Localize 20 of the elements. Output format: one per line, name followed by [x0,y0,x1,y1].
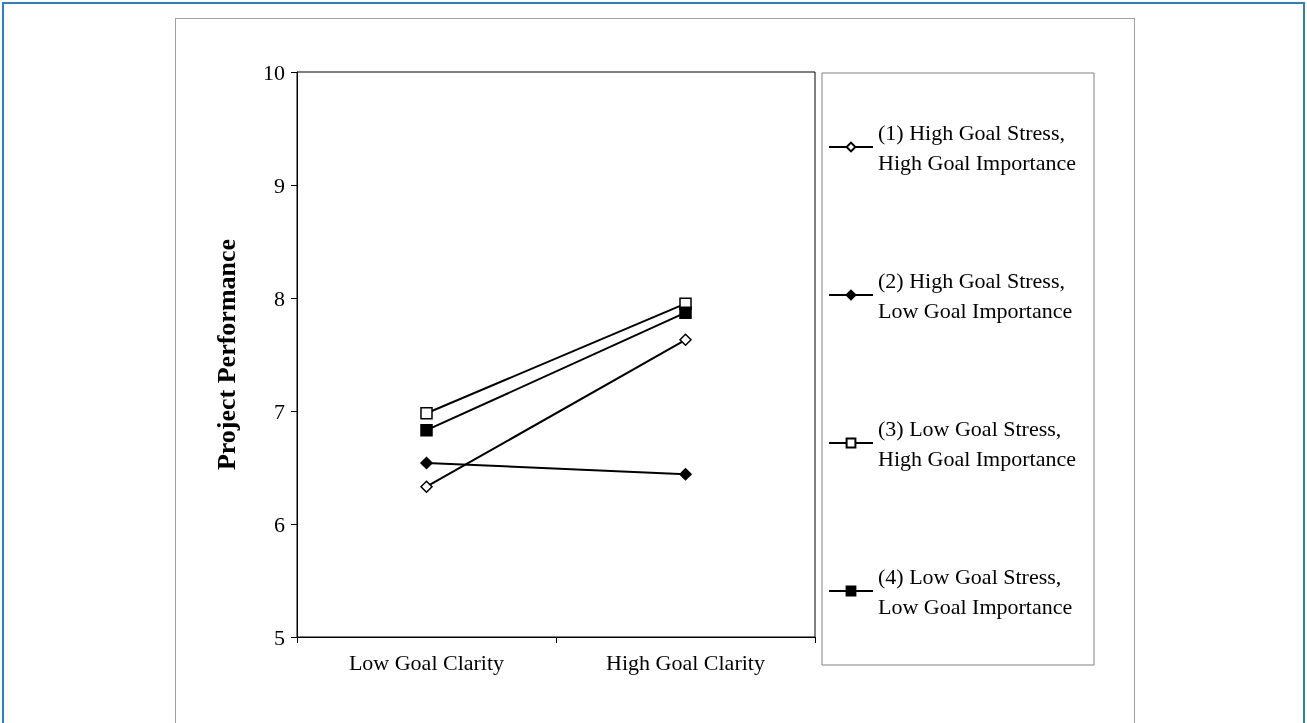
legend-label: (2) High Goal Stress, Low Goal Importance [878,267,1073,323]
legend-label: (3) Low Goal Stress, High Goal Importance [878,415,1076,471]
point [420,456,433,470]
y-tick-label: 9 [274,172,285,198]
y-axis-title: Project Performance [211,238,241,471]
point [420,407,433,420]
y-tick-label: 8 [274,285,285,311]
y-tick-label: 6 [274,511,285,537]
legend-label: (1) High Goal Stress, High Goal Importance [878,119,1076,175]
point [679,468,692,481]
point [420,480,433,493]
x-tick-label: Low Goal Clarity [348,649,505,675]
y-tick-label: 10 [263,59,285,85]
x-tick-label: High Goal Clarity [606,649,765,675]
point [679,333,692,347]
y-tick-label: 7 [274,398,285,424]
point [420,423,433,437]
legend-label: (4) Low Goal Stress, Low Goal Importance [878,563,1073,619]
point [679,306,692,319]
y-tick-label: 5 [274,624,285,650]
